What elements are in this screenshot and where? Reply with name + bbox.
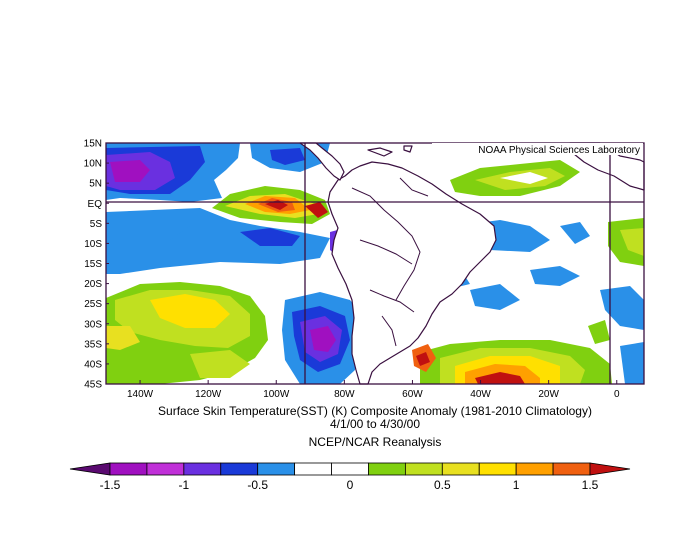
colorbar-segment [404,462,443,476]
colorbar-tick-labels: -1.5 -1 -0.5 0 0.5 1 1.5 [100,478,599,492]
caribbean-islands [367,147,393,157]
caption-line-2: 4/1/00 to 4/30/00 [330,417,420,431]
country-borders [351,177,429,347]
anomaly-field [106,143,644,384]
colorbar-label: -0.5 [247,478,268,492]
latitude-label: 5N [89,179,102,190]
colorbar-segment [109,462,148,476]
longitude-tick-labels: 140W 120W 100W 80W 60W 40W 20W 0 [127,380,620,400]
colorbar-label: 0.5 [434,478,451,492]
latitude-label: 15N [84,139,102,150]
latitude-tick-labels: 15N 10N 5N EQ 5S 10S 15S 20S 25S 30S 35S 40S 45S [84,139,109,391]
longitude-label: 0 [614,389,620,400]
colorbar-high-extend [589,462,631,476]
colorbar-label: 1 [513,478,520,492]
colorbar-segment [294,462,332,476]
caption-line-3: NCEP/NCAR Reanalysis [309,435,442,449]
latitude-label: 20S [84,279,102,290]
latitude-label: 25S [84,299,102,310]
colorbar-segment [220,462,259,476]
longitude-label: 80W [334,389,355,400]
colorbar-segment [441,462,480,476]
colorbar-label: 1.5 [582,478,599,492]
longitude-label: 40W [470,389,491,400]
longitude-label: 120W [195,389,222,400]
caption-line-1: Surface Skin Temperature(SST) (K) Compos… [158,404,592,418]
colorbar-segment [146,462,185,476]
latitude-label: 45S [84,380,102,391]
colorbar-segment [368,462,406,476]
longitude-label: 100W [263,389,290,400]
colorbar-label: -1 [179,478,190,492]
watermark-text: NOAA Physical Sciences Laboratory [478,145,640,156]
colorbar-segment [331,462,369,476]
colorbar-label: 0 [347,478,354,492]
colorbar-segment [552,462,591,476]
longitude-label: 140W [127,389,154,400]
latitude-label: 30S [84,319,102,330]
colorbar-low-extend [69,462,111,476]
colorbar [69,462,631,476]
reference-lines [106,143,644,384]
latitude-label: 40S [84,359,102,370]
latitude-label: 35S [84,339,102,350]
colorbar-label: -1.5 [100,478,121,492]
longitude-label: 20W [538,389,559,400]
colorbar-segment [515,462,554,476]
latitude-label: 5S [90,219,103,230]
latitude-label: 10N [84,159,102,170]
colorbar-segment [478,462,517,476]
anomaly-region-north-pacific-magenta [110,160,150,182]
colorbar-segment [183,462,222,476]
latitude-label: EQ [88,199,103,210]
longitude-label: 60W [402,389,423,400]
latitude-label: 10S [84,239,102,250]
colorbar-segment [257,462,296,476]
latitude-label: 15S [84,259,102,270]
central-america-outline [299,142,345,181]
